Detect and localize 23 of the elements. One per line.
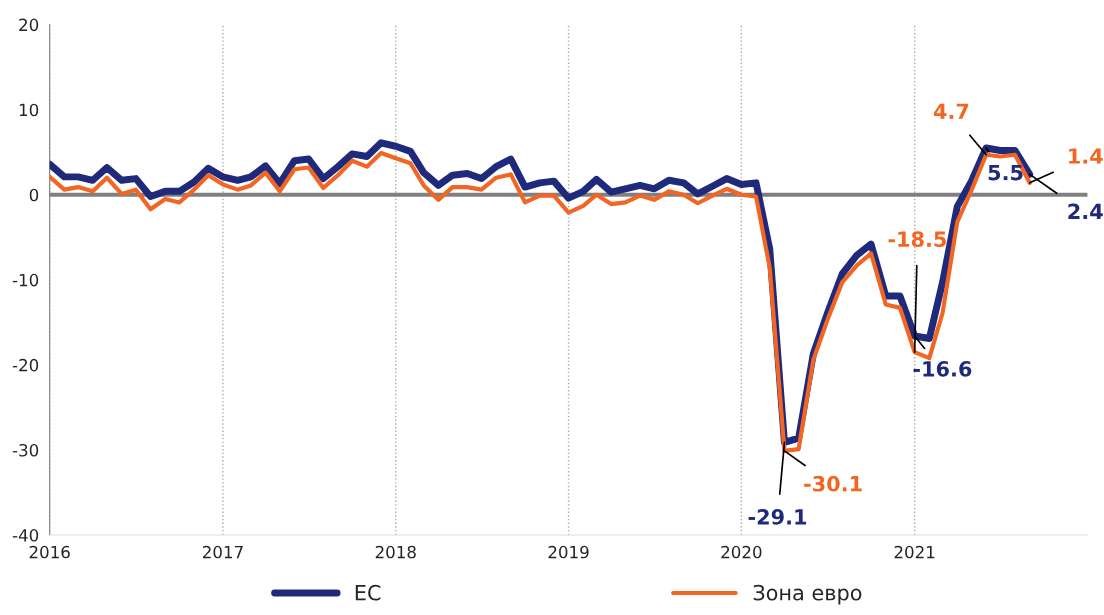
legend-label: ЕС (355, 584, 381, 601)
y-tick-label: 0 (29, 188, 39, 202)
annotation: 2.4 (1068, 203, 1103, 219)
legend-label: Зона евро (753, 584, 862, 605)
x-tick-label: 2018 (375, 545, 416, 559)
x-tick-label: 2021 (894, 545, 935, 559)
y-tick-label: -30 (12, 443, 39, 457)
x-tick-label: 2017 (202, 545, 243, 559)
annotation: 5.5 (988, 164, 1023, 181)
y-tick-label: 10 (19, 103, 39, 117)
annotation: -30.1 (804, 475, 862, 492)
annotation: 4.7 (933, 103, 969, 119)
y-tick-label: -40 (12, 529, 39, 542)
y-tick-label: -20 (12, 358, 39, 372)
y-tick-label: 20 (19, 18, 39, 32)
annotation: -18.5 (888, 231, 946, 248)
x-tick-label: 2019 (548, 545, 589, 559)
annotation: -16.6 (913, 361, 972, 377)
annotation: 1.4 (1069, 148, 1103, 164)
x-tick-label: 2016 (29, 545, 70, 559)
y-tick-label: -10 (12, 273, 39, 287)
annotation: -29.1 (748, 508, 807, 525)
x-tick-label: 2020 (721, 545, 762, 559)
